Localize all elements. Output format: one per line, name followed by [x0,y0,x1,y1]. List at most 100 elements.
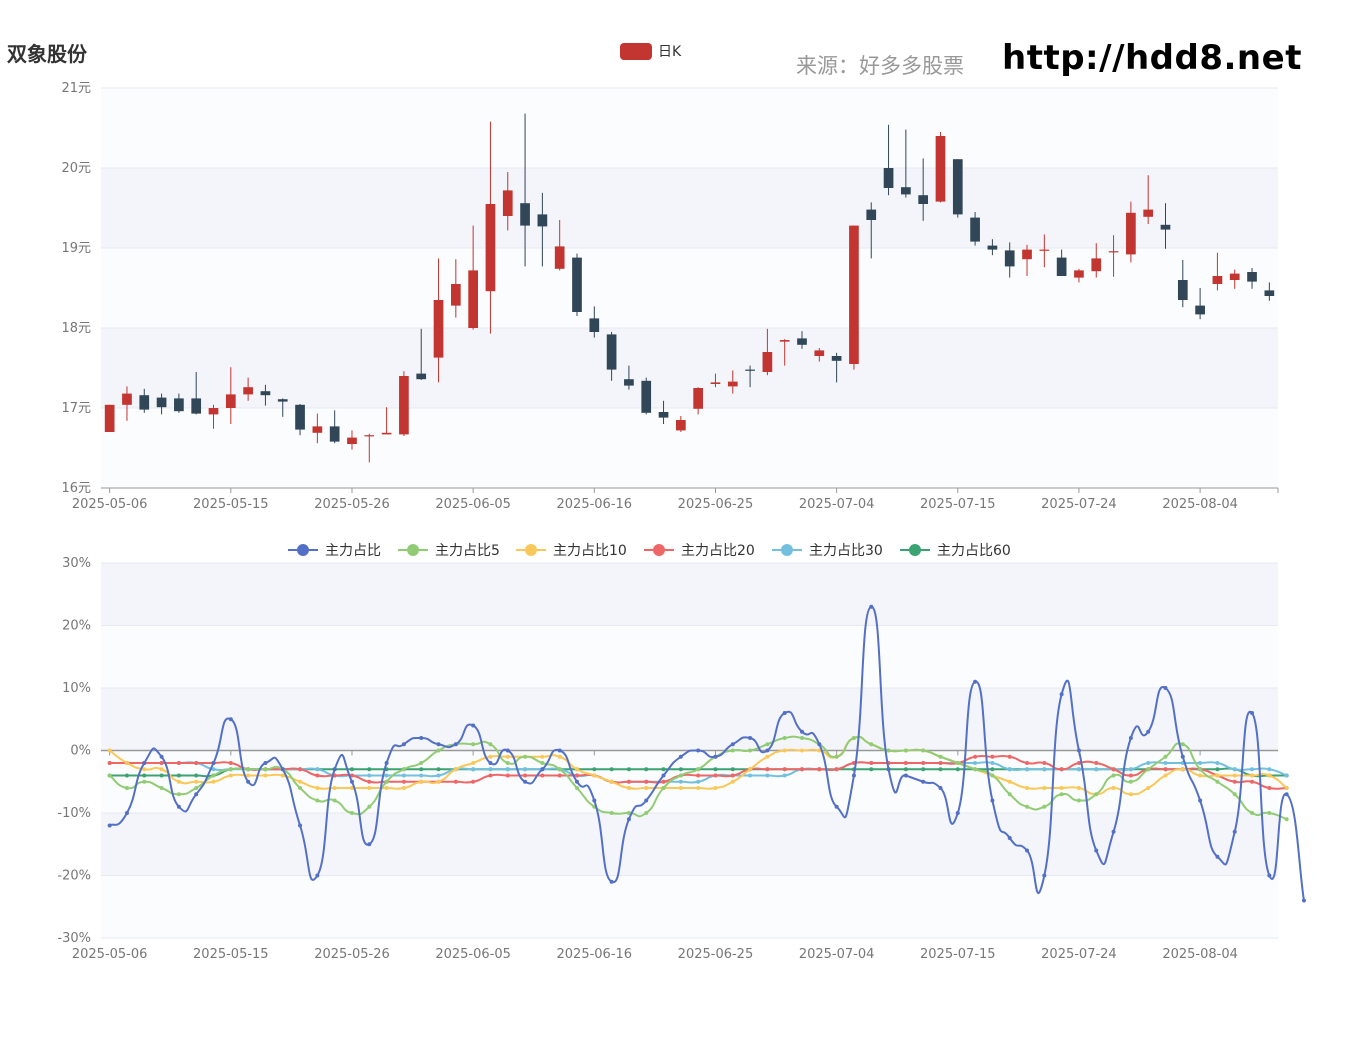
series-3-point [800,748,805,753]
series-6-point [592,767,597,772]
series-6-point [349,767,354,772]
candle-body [1143,209,1154,217]
candle-body [866,209,877,220]
ratio-axis-tick-label: -10% [57,806,91,821]
series-6-point [367,767,372,772]
series-2-point [332,798,337,803]
site-url[interactable]: http://hdd8.net [1002,38,1302,78]
candle-body [1195,305,1205,315]
legend-label-series-4: 主力占比20 [681,543,755,559]
candle-body [1177,280,1188,300]
series-5-point [765,773,770,778]
candle-body [901,187,911,195]
candle-body [572,257,582,312]
series-1-point [1042,873,1047,878]
series-3-point [1267,773,1272,778]
series-2-point [921,748,926,753]
candle-body [1212,276,1223,284]
series-1-point [1301,898,1306,903]
series-6-point [176,773,181,778]
series-4-point [505,773,510,778]
series-3-point [557,754,562,759]
ratio-axis-tick-label: -30% [57,931,91,946]
series-1-point [1284,792,1289,797]
series-5-point [990,761,995,765]
ratio-grid-band [101,688,1278,751]
series-2-point [540,761,545,765]
series-4-point [1094,761,1099,765]
series-1-point [107,823,112,828]
series-3-point [298,779,303,784]
ratio-x-axis-tick-label: 2025-05-26 [314,947,390,962]
series-3-point [1025,786,1030,790]
series-3-point [609,779,614,784]
series-3-point [246,773,251,778]
series-3-point [540,754,545,759]
series-1-point [938,786,943,790]
candle-body [1247,272,1257,282]
candle-body [399,376,409,435]
series-1-point [661,773,666,778]
ratio-x-axis-tick-label: 2025-07-04 [799,947,875,962]
series-4-point [228,761,233,765]
series-1-point [644,798,649,803]
series-2-point [938,754,943,759]
series-2-point [194,786,199,790]
series-2-point [661,786,666,790]
series-1-point [730,742,735,747]
candle-body [502,190,513,216]
legend-marker-series-1 [297,544,309,556]
series-1-point [782,711,787,715]
series-2-point [869,742,874,747]
series-2-point [1111,773,1116,778]
series-4-point [973,754,978,759]
series-1-point [557,748,562,753]
ratio-x-axis-tick-label: 2025-05-06 [72,947,148,962]
candle-body [347,437,357,444]
candle-body [295,404,305,430]
ratio-axis-tick-label: -20% [57,869,91,884]
candle-body [277,399,288,402]
series-6-point [124,773,129,778]
series-2-point [298,786,303,790]
candle-body [468,270,478,328]
series-2-point [1059,792,1064,797]
source-label: 来源：好多多股票 [796,54,964,78]
series-2-point [644,811,649,815]
series-6-point [159,773,164,778]
series-1-point [1215,854,1220,859]
series-4-point [1025,761,1030,765]
series-1-point [886,767,891,772]
series-4-point [1250,779,1255,784]
candle-body [970,217,980,242]
series-6-point [678,767,683,772]
series-6-point [713,767,718,772]
series-1-point [678,754,683,759]
series-1-point [1232,829,1237,834]
ratio-x-axis-tick-label: 2025-06-25 [678,947,754,962]
series-6-point [626,767,631,772]
series-2-point [349,811,354,815]
series-6-point [436,767,441,772]
series-1-point [851,773,856,778]
series-5-point [1163,761,1168,765]
series-1-point [955,811,960,815]
series-2-point [1267,811,1272,815]
series-4-point [869,761,874,765]
series-2-point [1094,792,1099,797]
series-4-point [401,779,406,784]
candle-body [104,404,115,432]
series-5-point [401,773,406,778]
price-x-axis-tick-label: 2025-05-06 [72,497,148,512]
series-1-point [315,873,320,878]
price-axis-tick-label: 21元 [61,81,91,96]
series-6-point [938,767,943,772]
series-1-point [246,779,251,784]
series-2-point [557,767,562,772]
candle-body [675,420,686,431]
candle-body [1160,224,1171,230]
series-6-point [903,767,908,772]
series-4-point [800,767,805,772]
candle-body [433,300,444,358]
legend-label-daily-k: 日K [658,44,682,60]
